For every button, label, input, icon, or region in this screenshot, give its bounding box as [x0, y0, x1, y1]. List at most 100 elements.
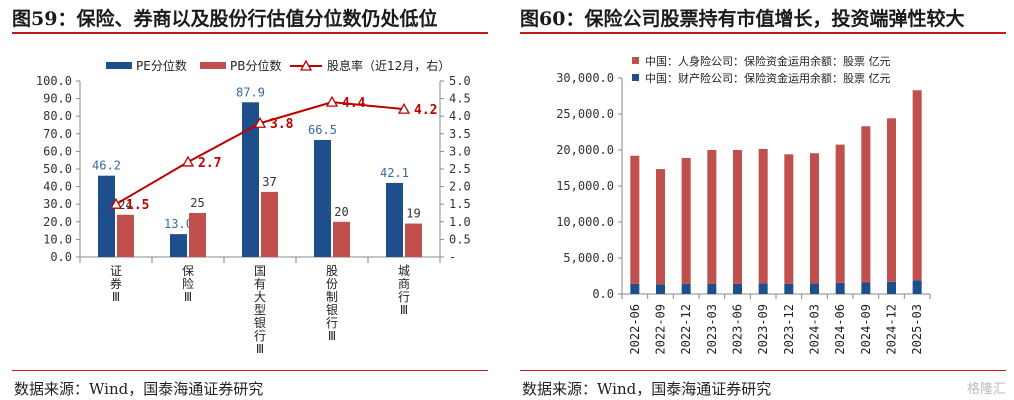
stock-x-tick-label: 2023-12 [782, 304, 796, 355]
x-category-label: 商 [398, 276, 410, 291]
x-category-label: 银 [326, 303, 338, 317]
stock-y-tick-label: 0.0 [592, 287, 614, 301]
stock-x-tick-label: 2024-09 [859, 304, 873, 355]
left-y-tick-label: 100.0 [36, 74, 72, 88]
right-y-tick-label: 3.5 [449, 127, 471, 141]
left-y-tick-label: 0.0 [50, 250, 72, 264]
property-insurer-bar [835, 282, 845, 294]
x-category-label: Ⅲ [328, 329, 336, 343]
stock-x-tick-label: 2023-09 [756, 304, 770, 355]
pe-bar [170, 234, 187, 257]
stock-x-tick-label: 2022-12 [679, 304, 693, 355]
dividend-yield-marker [181, 155, 195, 167]
legend-label-dividend: 股息率（近12月，右） [327, 58, 450, 73]
x-category-label: Ⅲ [400, 303, 408, 317]
property-insurer-bar [887, 281, 896, 294]
x-category-label: 行 [398, 290, 410, 304]
dividend-yield-label: 4.2 [414, 103, 437, 118]
life-insurer-bar [656, 169, 665, 285]
life-insurer-bar [810, 153, 819, 284]
pb-data-label: 25 [190, 196, 204, 210]
pe-data-label: 42.1 [380, 166, 409, 180]
right-y-tick-label: 1.0 [449, 215, 471, 229]
left-y-tick-label: 50.0 [43, 162, 72, 176]
left-source-note: 数据来源：Wind，国泰海通证券研究 [14, 380, 264, 398]
right-y-tick-label: 4.5 [449, 92, 471, 106]
life-insurer-bar [784, 154, 794, 284]
x-category-label: 城 [398, 264, 410, 278]
right-y-tick-label: 4.0 [449, 109, 471, 123]
left-y-tick-label: 30.0 [43, 197, 72, 211]
property-insurer-bar [912, 280, 922, 294]
x-category-label: 保 [182, 264, 194, 278]
left-title-rule [12, 32, 488, 34]
right-source-note: 数据来源：Wind，国泰海通证券研究 [522, 380, 772, 398]
left-y-tick-label: 20.0 [43, 215, 72, 229]
x-category-label: 国 [254, 264, 266, 278]
legend-swatch-property [632, 74, 639, 81]
stock-x-tick-label: 2023-03 [705, 304, 719, 355]
left-y-tick-label: 90.0 [43, 92, 72, 106]
property-insurer-bar [681, 283, 691, 294]
stock-x-tick-label: 2025-03 [910, 304, 924, 355]
pb-bar [405, 223, 422, 257]
dividend-yield-marker [325, 95, 339, 107]
pe-bar [242, 102, 259, 258]
right-y-tick-label: 2.0 [449, 180, 471, 194]
x-category-label: Ⅲ [112, 290, 120, 304]
legend-swatch-pe [106, 62, 132, 69]
x-category-label: 银 [254, 316, 266, 330]
right-y-tick-label: 2.5 [449, 162, 471, 176]
legend-swatch-marker [299, 59, 313, 71]
x-category-label: 有 [254, 277, 266, 291]
left-y-tick-label: 10.0 [43, 232, 72, 246]
right-y-tick-label: 3.0 [449, 144, 471, 158]
life-insurer-bar [630, 155, 640, 284]
property-insurer-bar [630, 283, 640, 294]
x-category-label: 型 [254, 303, 266, 317]
life-insurer-bar [887, 118, 896, 282]
x-category-label: Ⅲ [184, 290, 192, 304]
x-category-label: 行 [254, 329, 266, 343]
x-category-label: 份 [326, 277, 338, 291]
property-insurer-bar [758, 283, 768, 294]
left-bottom-rule [12, 370, 488, 371]
life-insurer-bar [912, 90, 922, 281]
life-insurer-bar [681, 157, 691, 284]
pb-bar [261, 191, 278, 257]
pe-bar [98, 175, 115, 257]
pe-bar [386, 182, 403, 257]
right-bottom-rule [520, 370, 1006, 371]
right-y-tick-label: - [449, 250, 456, 264]
dividend-yield-marker [253, 116, 267, 128]
stock-y-tick-label: 10,000.0 [556, 215, 614, 229]
pb-bar [333, 221, 350, 257]
x-category-label: Ⅲ [256, 342, 264, 356]
pe-data-label: 66.5 [308, 123, 337, 137]
left-y-tick-label: 40.0 [43, 180, 72, 194]
stock-y-tick-label: 30,000.0 [556, 71, 614, 85]
stock-x-tick-label: 2022-09 [654, 304, 668, 355]
pb-data-label: 19 [406, 207, 420, 221]
x-category-label: 行 [326, 316, 338, 330]
life-insurer-bar [835, 144, 845, 283]
x-category-label: 券 [110, 276, 122, 291]
x-category-label: 制 [326, 290, 338, 304]
life-insurer-bar [758, 148, 768, 284]
dividend-yield-label: 3.8 [270, 117, 294, 132]
x-category-label: 大 [254, 290, 266, 304]
stock-y-tick-label: 5,000.0 [563, 251, 614, 265]
pe-bar [314, 139, 331, 257]
left-y-tick-label: 60.0 [43, 144, 72, 158]
dividend-yield-marker [397, 102, 411, 114]
life-insurer-bar [861, 126, 871, 283]
dividend-yield-marker [109, 197, 123, 209]
legend-label-property: 中国：财产险公司：保险资金运用余额：股票 亿元 [645, 71, 891, 85]
property-insurer-bar [656, 284, 665, 294]
pe-data-label: 46.2 [92, 159, 121, 173]
pe-data-label: 13.0 [164, 217, 193, 231]
dividend-yield-label: 1.5 [126, 198, 149, 213]
left-y-tick-label: 70.0 [43, 127, 72, 141]
pb-bar [117, 214, 134, 257]
